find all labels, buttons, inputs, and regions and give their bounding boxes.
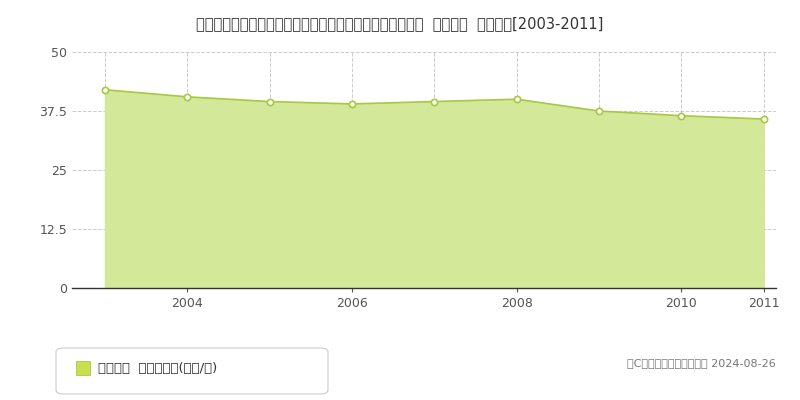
Text: （C）土地価格ドットコム 2024-08-26: （C）土地価格ドットコム 2024-08-26 — [627, 358, 776, 368]
Text: 埼玉県さいたま市見沼区大字小深作字藤十郎原２６６番５  基準地価  地価推移[2003-2011]: 埼玉県さいたま市見沼区大字小深作字藤十郎原２６６番５ 基準地価 地価推移[200… — [196, 16, 604, 31]
Text: 基準地価  平均坪単価(万円/坪): 基準地価 平均坪単価(万円/坪) — [98, 362, 217, 374]
